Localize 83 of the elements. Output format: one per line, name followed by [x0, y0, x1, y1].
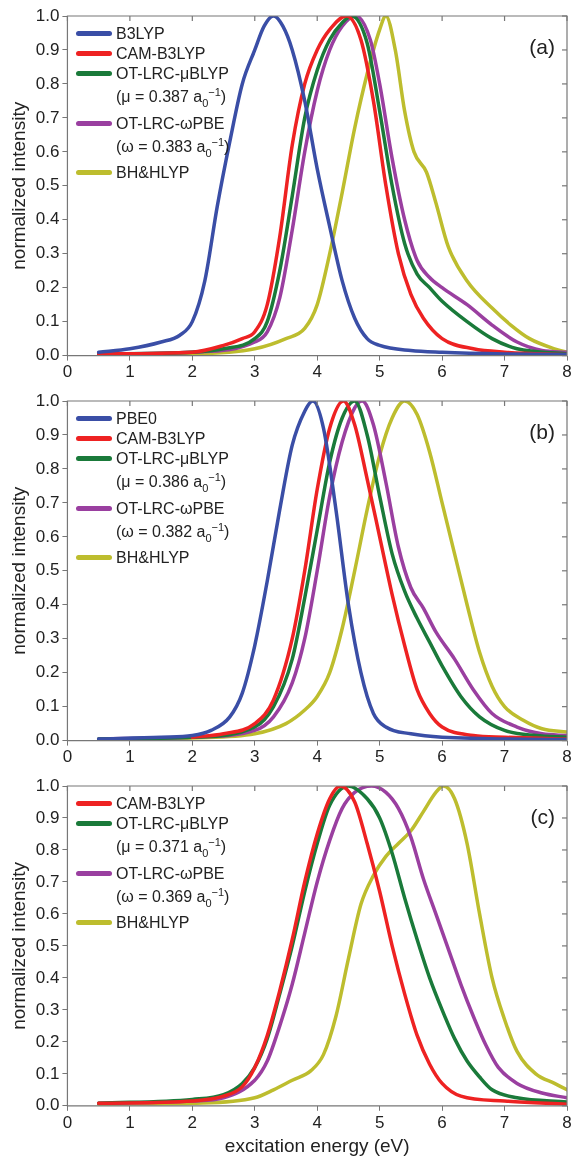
x-tick-label: 7 [499, 1112, 510, 1132]
y-tick-label: 0.9 [35, 424, 60, 444]
line-series [96, 16, 567, 356]
y-tick-label: 0.0 [35, 730, 60, 750]
annotation: (c) [530, 805, 555, 829]
x-tick-label: 1 [125, 747, 135, 767]
legend-label: CAM-B3LYP [115, 429, 207, 448]
x-tick-label: 2 [187, 1112, 198, 1132]
legend-label: BH&HLYP [115, 913, 191, 933]
legend-label: BH&HLYP [115, 548, 191, 568]
y-tick-label: 0.5 [35, 560, 60, 580]
y-tick-label: 1.0 [35, 390, 60, 410]
x-tick-label: 6 [437, 1112, 447, 1132]
legend-label: PBE0 [115, 409, 158, 428]
legend-label: CAM-B3LYP [115, 794, 207, 813]
y-axis-title: normalized intensity [7, 861, 29, 1030]
x-tick-label: 1 [125, 362, 135, 382]
annotation: (a) [529, 35, 555, 59]
x-tick-label: 2 [187, 747, 198, 767]
y-tick-label: 0.6 [35, 903, 60, 923]
y-tick-label: 0.4 [35, 967, 60, 987]
y-tick-label: 0.2 [35, 1031, 60, 1051]
y-tick-label: 0.6 [35, 526, 60, 546]
y-tick-label: 0.9 [35, 39, 60, 59]
x-tick-label: 0 [62, 747, 73, 767]
y-tick-label: 0.8 [35, 73, 60, 93]
x-tick-label: 0 [62, 1112, 73, 1132]
y-tick-label: 0.4 [35, 209, 60, 229]
y-tick-label: 0.1 [35, 1063, 60, 1083]
x-axis-title: excitation energy (eV) [224, 1134, 410, 1156]
x-tick-label: 3 [250, 747, 260, 767]
x-tick-label: 5 [374, 747, 385, 767]
legend-label: BH&HLYP [115, 163, 191, 183]
x-tick-label: 7 [499, 747, 510, 767]
y-tick-label: 0.0 [35, 1095, 60, 1115]
legend-label: OT-LRC-μBLYP (μ = 0.387 a$_{0}$$^{−1}$) [115, 64, 230, 111]
y-tick-label: 0.3 [35, 243, 60, 263]
y-tick-label: 0.8 [35, 839, 60, 859]
y-tick-label: 0.5 [35, 935, 60, 955]
y-tick-label: 0.8 [35, 458, 60, 478]
y-tick-label: 1.0 [35, 5, 60, 25]
y-tick-label: 0.2 [35, 277, 60, 297]
x-tick-label: 8 [562, 747, 572, 767]
y-tick-label: 0.1 [35, 311, 60, 331]
y-tick-label: 0.7 [35, 871, 60, 891]
legend-label: CAM-B3LYP [115, 44, 207, 63]
legend-label: OT-LRC-ωPBE (ω = 0.383 a$_{0}$$^{−1}$) [115, 113, 231, 161]
legend-label: B3LYP [115, 24, 166, 43]
legend-label: OT-LRC-ωPBE (ω = 0.382 a$_{0}$$^{−1}$) [115, 498, 231, 546]
x-tick-label: 5 [374, 362, 385, 382]
y-axis-title: normalized intensity [7, 486, 29, 655]
x-tick-label: 4 [312, 747, 322, 767]
x-tick-label: 5 [374, 1112, 385, 1132]
y-tick-label: 0.7 [35, 492, 60, 512]
line-series [96, 401, 567, 741]
x-tick-label: 6 [437, 747, 447, 767]
y-tick-label: 0.6 [35, 141, 60, 161]
x-tick-label: 8 [562, 1112, 572, 1132]
x-tick-label: 8 [562, 362, 572, 382]
x-tick-label: 0 [62, 362, 73, 382]
y-tick-label: 0.2 [35, 662, 60, 682]
x-tick-label: 2 [187, 362, 198, 382]
y-tick-label: 0.4 [35, 594, 60, 614]
y-tick-label: 0.0 [35, 345, 60, 365]
legend-label: OT-LRC-ωPBE (ω = 0.369 a$_{0}$$^{−1}$) [115, 863, 231, 911]
y-tick-label: 0.9 [35, 807, 60, 827]
x-tick-label: 6 [437, 362, 447, 382]
legend-label: OT-LRC-μBLYP (μ = 0.371 a$_{0}$$^{−1}$) [115, 814, 230, 861]
y-tick-label: 0.3 [35, 628, 60, 648]
x-tick-label: 4 [312, 1112, 322, 1132]
x-tick-label: 7 [499, 362, 510, 382]
y-axis-title: normalized intensity [7, 101, 29, 270]
x-tick-label: 3 [250, 362, 260, 382]
legend-label: OT-LRC-μBLYP (μ = 0.386 a$_{0}$$^{−1}$) [115, 449, 230, 496]
y-tick-label: 0.3 [35, 999, 60, 1019]
y-tick-label: 0.7 [35, 107, 60, 127]
y-tick-label: 0.5 [35, 175, 60, 195]
y-tick-label: 0.1 [35, 696, 60, 716]
annotation: (b) [529, 420, 555, 444]
x-tick-label: 1 [125, 1112, 135, 1132]
x-tick-label: 3 [250, 1112, 260, 1132]
y-tick-label: 1.0 [35, 775, 60, 795]
x-tick-label: 4 [312, 362, 322, 382]
